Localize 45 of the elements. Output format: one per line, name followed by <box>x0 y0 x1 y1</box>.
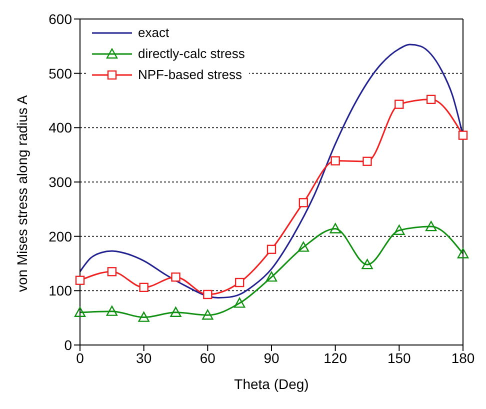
x-tick-label: 120 <box>324 350 348 366</box>
point <box>457 248 469 258</box>
x-tick-label: 0 <box>76 350 84 366</box>
point <box>330 156 340 166</box>
point <box>362 258 373 270</box>
x-tick-label: 90 <box>264 350 280 366</box>
x-tick-label: 150 <box>387 350 412 366</box>
point <box>330 223 341 234</box>
legend-label: exact <box>138 25 170 40</box>
point <box>298 242 310 252</box>
point <box>203 290 212 300</box>
y-tick-label: 500 <box>48 65 72 82</box>
point <box>234 298 246 308</box>
x-tick-label: 180 <box>451 350 475 366</box>
point <box>171 272 180 282</box>
point <box>202 310 214 320</box>
point <box>362 156 372 166</box>
y-tick-label: 100 <box>48 282 72 299</box>
point <box>106 306 118 316</box>
x-tick-label: 60 <box>200 350 216 366</box>
point <box>266 271 278 282</box>
point <box>74 306 86 317</box>
point <box>394 224 405 235</box>
point <box>394 100 404 109</box>
point <box>266 244 276 254</box>
x-axis-title: Theta (Deg) <box>234 376 309 392</box>
legend-label: NPF-based stress <box>138 67 242 82</box>
y-tick-label: 400 <box>48 120 72 136</box>
point <box>458 130 468 140</box>
point <box>139 282 148 292</box>
legend-label: directly-calc stress <box>138 46 245 61</box>
point <box>426 94 436 104</box>
y-tick-label: 300 <box>48 174 72 190</box>
y-axis-title: von Mises stress along radius A <box>14 94 30 292</box>
point <box>107 267 117 276</box>
point <box>75 276 85 285</box>
point <box>138 312 150 322</box>
y-tick-label: 600 <box>48 10 72 27</box>
y-tick-label: 200 <box>48 228 72 244</box>
point <box>298 198 308 208</box>
point <box>170 306 182 317</box>
point <box>234 278 244 288</box>
point <box>425 220 437 232</box>
x-tick-label: 30 <box>136 350 152 366</box>
y-tick-label: 0 <box>64 336 72 353</box>
